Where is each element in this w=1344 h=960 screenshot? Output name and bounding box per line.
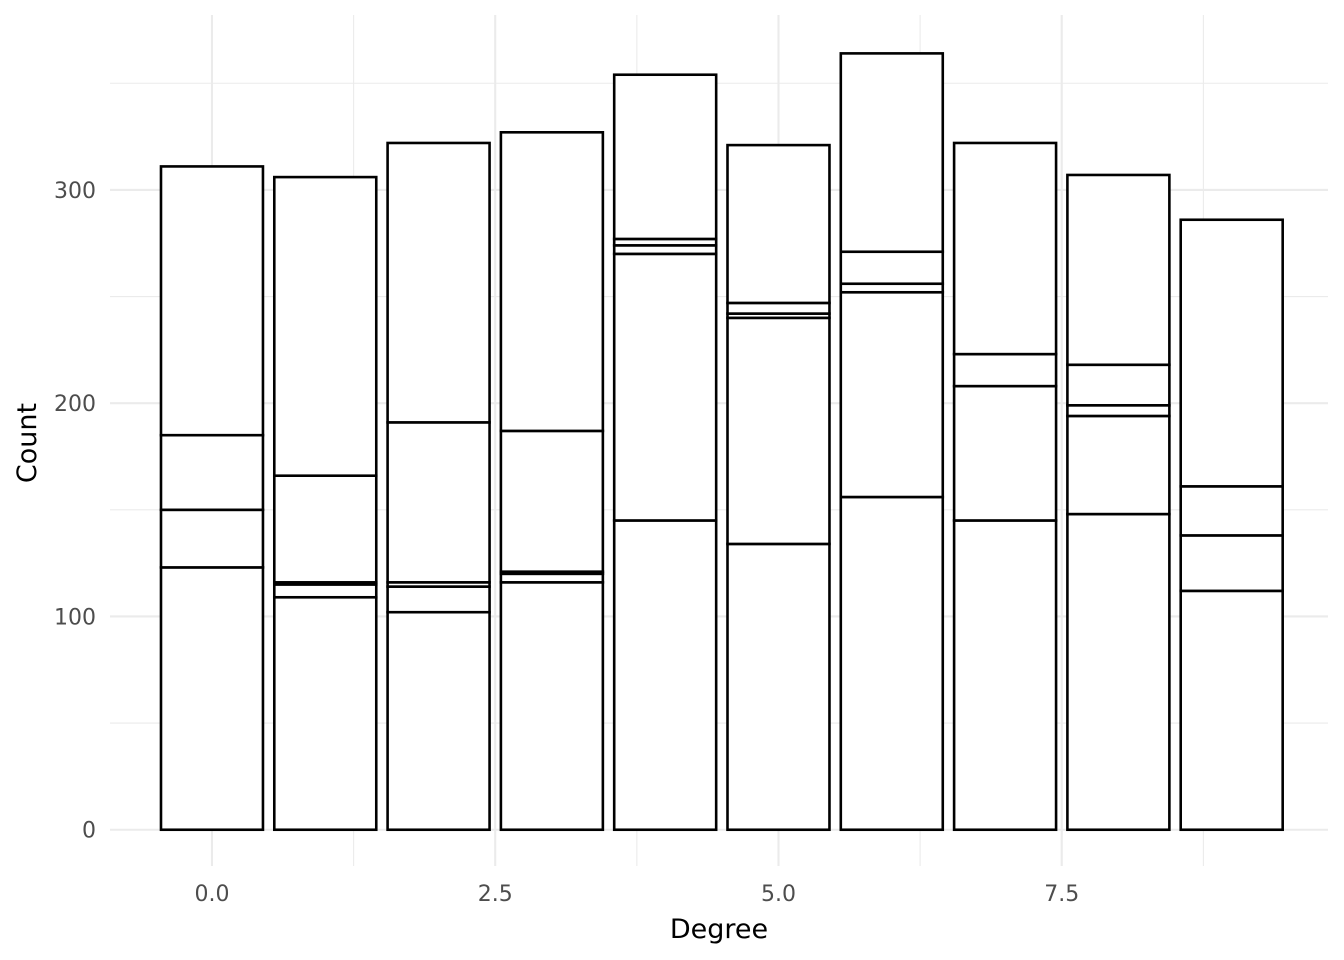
y-tick-label: 300 <box>54 179 96 204</box>
bar-segment-8-3 <box>1066 363 1171 407</box>
bar-segment-5-4 <box>726 143 831 305</box>
bar-segment-1-4 <box>272 175 378 477</box>
bar-segment-1-0 <box>272 595 378 832</box>
bar-segment-3-3 <box>499 429 605 573</box>
y-tick-label: 0 <box>82 819 96 844</box>
y-tick-label: 200 <box>54 392 96 417</box>
bar-segment-4-0 <box>612 519 718 832</box>
bar-segment-6-3 <box>839 250 945 286</box>
bar-segment-1-3 <box>272 474 378 584</box>
bar-segment-9-2 <box>1179 485 1284 537</box>
y-axis-title: Count <box>12 403 43 483</box>
bar-segment-9-3 <box>1179 218 1284 488</box>
bar-segment-3-0 <box>499 581 605 832</box>
bar-segment-2-3 <box>386 421 491 584</box>
bar-segment-7-2 <box>952 352 1058 388</box>
bar-segment-5-0 <box>726 542 831 832</box>
bar-segment-9-0 <box>1179 589 1284 832</box>
bar-segment-7-1 <box>952 384 1058 522</box>
bar-segment-6-4 <box>839 52 945 254</box>
bar-segment-0-1 <box>159 508 265 569</box>
bar-segment-1-1 <box>272 583 378 599</box>
tick-labels: 0 100 200 300 0.0 2.5 5.0 7.5 <box>54 179 1079 907</box>
bars <box>159 52 1284 832</box>
bar-segment-7-3 <box>952 141 1058 356</box>
x-tick-label: 2.5 <box>478 882 513 907</box>
bar-segment-8-4 <box>1066 173 1171 367</box>
bar-segment-6-1 <box>839 290 945 499</box>
bar-segment-2-1 <box>386 585 491 614</box>
bar-segment-8-1 <box>1066 414 1171 516</box>
bar-segment-9-1 <box>1179 534 1284 593</box>
bar-segment-5-1 <box>726 316 831 546</box>
bar-segment-0-0 <box>159 566 265 832</box>
bar-segment-2-0 <box>386 610 491 832</box>
bar-segment-6-0 <box>839 495 945 832</box>
bar-segment-8-0 <box>1066 512 1171 832</box>
y-tick-label: 100 <box>54 605 96 630</box>
bar-segment-8-2 <box>1066 404 1171 418</box>
bar-segment-0-2 <box>159 433 265 512</box>
bar-segment-2-4 <box>386 141 491 424</box>
x-tick-label: 5.0 <box>761 882 796 907</box>
bar-segment-7-0 <box>952 519 1058 832</box>
x-axis-title: Degree <box>670 914 768 945</box>
bar-segment-3-4 <box>499 131 605 433</box>
bar-segment-0-3 <box>159 165 265 437</box>
bar-segment-4-1 <box>612 252 718 522</box>
bar-segment-5-3 <box>726 301 831 315</box>
x-tick-label: 7.5 <box>1044 882 1079 907</box>
x-tick-label: 0.0 <box>194 882 229 907</box>
bar-segment-4-4 <box>612 73 718 241</box>
